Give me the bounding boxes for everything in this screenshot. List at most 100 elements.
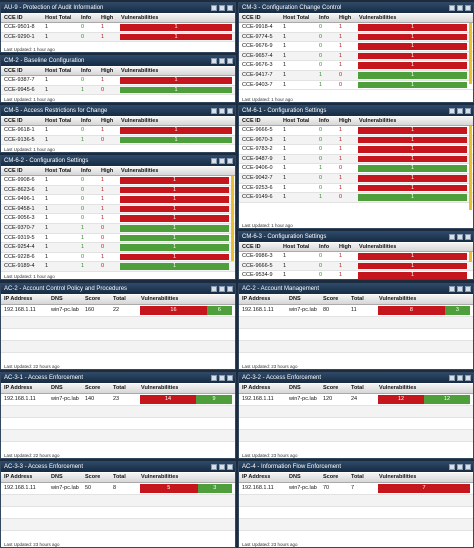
- table-cell: 1: [45, 186, 49, 193]
- panel-button[interactable]: [449, 286, 455, 292]
- panel-button[interactable]: [219, 158, 225, 164]
- table-row: CCE-9387-7 1 0 1 1: [1, 76, 235, 86]
- panel-button[interactable]: [457, 108, 463, 114]
- bar-segment: 1: [358, 33, 467, 41]
- column-header: IP Address: [4, 474, 33, 480]
- panel-button[interactable]: [449, 375, 455, 381]
- table-row: CCE-9042-7 1 0 1 1: [239, 174, 473, 184]
- table-cell: 22: [113, 307, 120, 313]
- empty-row: [239, 519, 473, 531]
- table-row: CCE-9458-1 1 0 1 1: [1, 204, 235, 215]
- table-cell: 0: [101, 86, 105, 93]
- panel: AU-9 - Protection of Audit Information CC…: [0, 2, 236, 53]
- panel-button[interactable]: [449, 234, 455, 240]
- table-cell: 0: [81, 33, 85, 40]
- panel-button[interactable]: [465, 108, 471, 114]
- column-header: Info: [81, 168, 92, 174]
- panel-button[interactable]: [227, 58, 233, 64]
- panel-button[interactable]: [465, 234, 471, 240]
- bar-segment: 1: [358, 253, 467, 260]
- panel-button[interactable]: [465, 286, 471, 292]
- panel-button[interactable]: [457, 375, 463, 381]
- panel-button[interactable]: [219, 464, 225, 470]
- panel-button[interactable]: [219, 375, 225, 381]
- column-header: Vulnerabilities: [379, 296, 417, 302]
- panel-button[interactable]: [449, 464, 455, 470]
- bar-segment: 14: [140, 395, 196, 404]
- column-header: Score: [85, 474, 101, 480]
- panel-button[interactable]: [449, 108, 455, 114]
- table-cell: 0: [339, 72, 343, 78]
- bar-segment: 1: [120, 33, 232, 41]
- column-header: Vulnerabilities: [121, 118, 159, 124]
- panel-button[interactable]: [465, 464, 471, 470]
- panel-button[interactable]: [211, 158, 217, 164]
- table-cell: 1: [339, 253, 343, 259]
- table-cell: 1: [45, 253, 49, 260]
- table-cell: 0: [319, 33, 323, 40]
- panel-button[interactable]: [227, 5, 233, 11]
- table-cell: CCE-9501-8: [4, 24, 35, 30]
- panel-button[interactable]: [211, 58, 217, 64]
- table-cell: CCE-9534-9: [242, 272, 273, 279]
- bar-segment: 1: [120, 225, 229, 232]
- panel-button[interactable]: [227, 286, 233, 292]
- panel-button[interactable]: [211, 5, 217, 11]
- panel-button[interactable]: [227, 375, 233, 381]
- table-cell: 192.168.1.11: [242, 396, 274, 402]
- table-row: CCE-9945-6 1 1 0 1: [1, 85, 235, 96]
- panel-button[interactable]: [457, 286, 463, 292]
- panel-button[interactable]: [219, 108, 225, 114]
- table-cell: CCE-9918-4: [242, 24, 273, 30]
- column-header: Info: [81, 118, 92, 124]
- table-header: IP Address DNS Score Total Vulnerabilities: [239, 473, 473, 483]
- bar-segment: 1: [120, 196, 229, 203]
- table-header: IP Address DNS Score Total Vulnerabilities: [1, 473, 235, 483]
- table-cell: 120: [323, 396, 333, 402]
- panel-button[interactable]: [465, 5, 471, 11]
- table-cell: 1: [45, 196, 49, 203]
- table-cell: 1: [283, 24, 287, 30]
- panel-button[interactable]: [219, 58, 225, 64]
- column-header: High: [339, 244, 352, 250]
- panel-button[interactable]: [227, 108, 233, 114]
- table-cell: 1: [283, 81, 287, 88]
- table-cell: 1: [283, 165, 287, 172]
- panel-button[interactable]: [219, 286, 225, 292]
- empty-row: [1, 317, 235, 329]
- column-header: DNS: [51, 296, 63, 302]
- column-header: High: [339, 15, 352, 21]
- panel-button[interactable]: [211, 375, 217, 381]
- table-cell: 1: [339, 24, 343, 30]
- panel-button[interactable]: [449, 5, 455, 11]
- panel-button[interactable]: [211, 108, 217, 114]
- last-updated: Last Updated: 1 hour ago: [4, 97, 55, 102]
- empty-row: [239, 406, 473, 418]
- table-cell: CCE-9403-7: [242, 81, 273, 88]
- panel-button[interactable]: [457, 5, 463, 11]
- column-header: Total: [113, 385, 126, 391]
- bar-segment: 1: [120, 205, 229, 213]
- panel-button[interactable]: [211, 286, 217, 292]
- table-cell: 1: [101, 196, 105, 203]
- table-cell: 1: [283, 272, 287, 279]
- panel-button[interactable]: [465, 375, 471, 381]
- empty-row: [1, 341, 235, 353]
- panel-button[interactable]: [211, 464, 217, 470]
- panel-title: AC-2 - Account Management: [239, 284, 473, 294]
- table-cell: 1: [319, 72, 323, 78]
- column-header: IP Address: [242, 385, 271, 391]
- table-cell: CCE-9496-1: [4, 196, 35, 203]
- table-cell: CCE-9487-9: [242, 155, 273, 162]
- bar-segment: 1: [358, 184, 467, 192]
- panel: AC-2 - Account Management IP Address DNS Sc…: [238, 283, 474, 370]
- panel-button[interactable]: [457, 464, 463, 470]
- panel-button[interactable]: [457, 234, 463, 240]
- table-cell: 0: [319, 175, 323, 181]
- panel-button[interactable]: [219, 5, 225, 11]
- panel-button[interactable]: [227, 464, 233, 470]
- table-cell: 1: [101, 253, 105, 260]
- table-cell: 1: [283, 62, 287, 69]
- panel-title: AC-2 - Account Control Policy and Proced…: [1, 284, 235, 294]
- panel-button[interactable]: [227, 158, 233, 164]
